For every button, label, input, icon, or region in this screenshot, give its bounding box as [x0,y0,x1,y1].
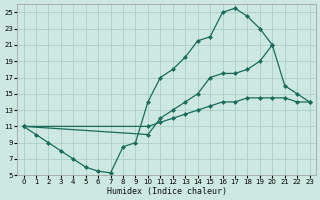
X-axis label: Humidex (Indice chaleur): Humidex (Indice chaleur) [107,187,227,196]
